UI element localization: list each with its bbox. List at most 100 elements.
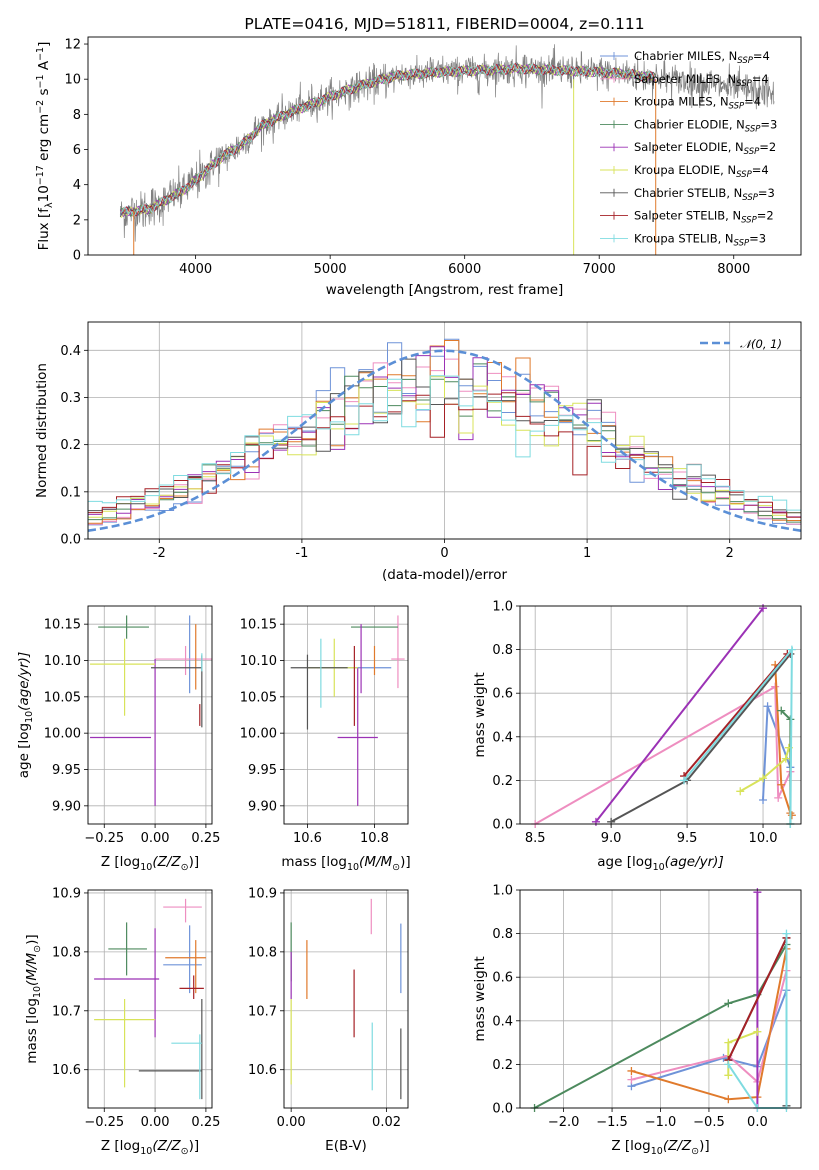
legend-label-sub: SSP (742, 193, 758, 203)
legend-label: Kroupa MILES, NSSP=4 (634, 95, 761, 112)
x-tick-label: −1.5 (596, 1115, 628, 1130)
x-axis-label-part: (age/yr)] (665, 854, 724, 870)
y-tick-label: 9.90 (52, 799, 81, 814)
weight-series-marker (627, 1075, 636, 1084)
normal-curve (87, 349, 802, 532)
legend-label-suffix: =2 (757, 209, 774, 223)
weight-series-line (683, 653, 789, 777)
y-axis-label-part: )] (24, 934, 40, 945)
y-axis-label-part: −17 (35, 165, 46, 185)
x-tick-label: −2.0 (548, 1115, 580, 1130)
y-tick-label: 1.0 (492, 884, 513, 899)
legend-label-text: Chabrier MILES, N (634, 49, 737, 63)
weight-series-marker (782, 929, 791, 938)
histogram-series (87, 375, 801, 539)
x-tick-label: 0.25 (191, 831, 220, 846)
x-tick-label: 6000 (448, 262, 481, 277)
axes-frame (519, 889, 802, 1109)
legend-label-sub: SSP (744, 147, 760, 157)
y-axis-label-part: A (36, 60, 52, 74)
x-tick-label: 0.00 (141, 831, 170, 846)
spectrum-model-line (119, 63, 656, 218)
y-tick-label: 0.4 (492, 1014, 513, 1029)
legend-label-suffix: =3 (758, 186, 775, 200)
legend-label-text: Salpeter MILES, N (634, 72, 736, 86)
axes-frame (87, 605, 213, 825)
legend-label-suffix: =3 (749, 231, 766, 245)
legend-label: Salpeter MILES, NSSP=4 (634, 72, 769, 89)
y-tick-label: 6 (73, 143, 81, 158)
y-axis-label-part: 10 (36, 185, 52, 202)
weight-series-marker (627, 1066, 636, 1075)
x-axis-label-part: 10 (140, 862, 152, 873)
y-tick-label: 0.2 (492, 774, 513, 789)
x-tick-label: 9.0 (601, 831, 622, 846)
legend-label-sub: SSP (745, 124, 761, 134)
x-tick-label: 8000 (717, 262, 750, 277)
x-axis-label-part: )] (400, 854, 411, 870)
y-axis-label: Flux [fλ10−17 erg cm−2 s−1 A−1] (35, 42, 55, 251)
spectrum-model-line (119, 63, 656, 218)
legend-label-text: Kroupa ELODIE, N (634, 163, 736, 177)
legend-label: Kroupa ELODIE, NSSP=4 (634, 163, 769, 180)
legend-label: Salpeter ELODIE, NSSP=2 (634, 140, 776, 157)
y-axis-label-part: −1 (35, 47, 46, 61)
y-tick-label: 10.8 (248, 945, 277, 960)
x-axis-label-part: Z [log (101, 1138, 140, 1154)
y-tick-label: 10.6 (248, 1063, 277, 1078)
legend-label: 𝒩(0, 1) (740, 337, 782, 351)
weight-series-marker (724, 999, 733, 1008)
weight-series-marker (736, 787, 745, 796)
x-axis-label-part: 10 (653, 862, 665, 873)
legend-label-suffix: =4 (753, 49, 770, 63)
spectrum-model-line (120, 63, 656, 217)
x-axis-label: (data-model)/error (382, 567, 508, 583)
x-tick-label: 2 (726, 546, 734, 561)
weight-series-marker (759, 604, 768, 613)
spectrum-model-line (120, 63, 656, 217)
spectrum-model-line (119, 63, 656, 217)
y-axis-label: mass weight (472, 956, 488, 1041)
x-tick-label: 4000 (179, 262, 212, 277)
x-axis-label-part: Z [log (101, 854, 140, 870)
weight-series-marker (774, 793, 783, 802)
spectrum-model-line (120, 62, 656, 217)
x-axis-label-part: age [log (597, 854, 652, 870)
panel-mass-weight-vs-z: −2.0 −1.5 −1.0 −0.5 0.0 0.0 0.2 0.4 0.6 0.8 1.0 Z [… (472, 884, 802, 1157)
y-tick-label: 0.6 (492, 687, 513, 702)
x-tick-label: 0 (440, 546, 448, 561)
y-tick-label: 10.6 (52, 1063, 81, 1078)
spectrum-model-line (120, 63, 656, 218)
y-tick-label: 10 (64, 73, 81, 88)
x-axis-label: Z [log10(Z/Z⊙)] (611, 1138, 709, 1157)
axes-frame (87, 36, 802, 256)
legend-label: Kroupa STELIB, NSSP=3 (634, 231, 766, 248)
legend-label-sub: SSP (736, 170, 752, 180)
weight-series-line (595, 607, 764, 823)
y-tick-label: 10.15 (240, 618, 277, 633)
weight-series-marker (753, 888, 762, 897)
y-tick-label: 10.00 (240, 727, 277, 742)
y-axis-label: age [log10(age/yr)] (16, 652, 35, 778)
y-tick-label: 2 (73, 213, 81, 228)
legend-label: Chabrier STELIB, NSSP=3 (634, 186, 775, 203)
legend-label-text: Chabrier STELIB, N (634, 186, 742, 200)
x-tick-label: 10.8 (360, 831, 389, 846)
spectrum-model-line (119, 63, 656, 219)
legend-label-suffix: =3 (760, 117, 777, 131)
x-axis-label-part: ⊙ (691, 1146, 699, 1157)
weight-series-marker (787, 811, 796, 820)
x-axis-label-part: ⊙ (181, 1146, 189, 1157)
y-tick-label: 9.90 (248, 799, 277, 814)
y-axis-label: mass weight (472, 672, 488, 757)
y-tick-label: 10.10 (44, 654, 81, 669)
panel-residuals: -2 -1 0 1 2 0.0 0.1 0.2 0.3 0.4 𝒩(0, 1) (data-model… (34, 321, 802, 583)
x-axis-label: wavelength [Angstrom, rest frame] (326, 282, 564, 298)
y-tick-label: 10.9 (248, 886, 277, 901)
y-axis-label-part: erg cm (36, 114, 52, 165)
legend-label-sub: SSP (737, 56, 753, 66)
x-tick-label: −0.25 (84, 1115, 124, 1130)
panel-mass-weight-vs-age: 8.5 9.0 9.5 10.0 0.0 0.2 0.4 0.6 0.8 1.0 age [log1… (472, 600, 802, 873)
x-axis-label-part: (Z/Z (152, 854, 181, 870)
y-axis-label-part: 10 (24, 711, 35, 723)
